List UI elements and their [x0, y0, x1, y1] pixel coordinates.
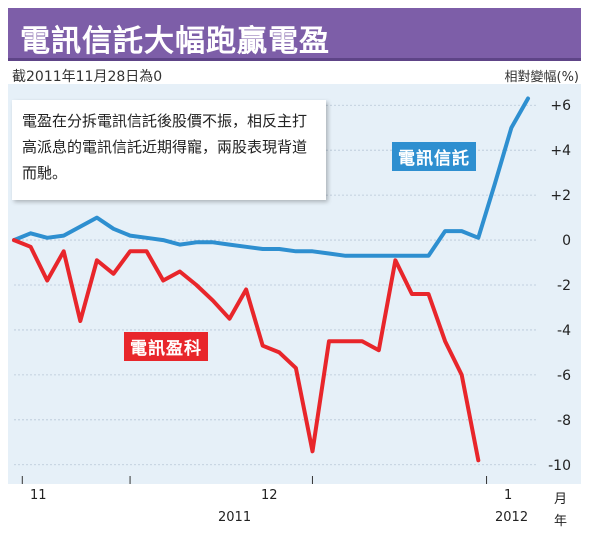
series-label-trust: 電訊信託: [392, 142, 476, 171]
y-tick-label: -4: [557, 323, 571, 339]
line-chart: +6 +4 +2 0 -2 -4 -6 -8 -10: [12, 96, 571, 484]
y-tick-label: +2: [550, 188, 571, 204]
chart-title: 電訊信託大幅跑贏電盈: [20, 24, 330, 59]
y-tick-label: -8: [557, 413, 571, 429]
x-month-label-dec: 12: [261, 488, 278, 503]
x-month-label-jan: 1: [504, 488, 513, 503]
y-tick-label: +4: [550, 143, 571, 159]
annotation-box: 電盈在分拆電訊信託後股價不振，相反主打高派息的電訊信託近期得寵，兩股表現背道而馳…: [12, 100, 326, 200]
y-tick-label: -10: [548, 458, 571, 474]
series-line-trust: [12, 96, 530, 258]
x-month-unit-label: 月: [554, 492, 568, 507]
series-line-pccw: [12, 238, 481, 463]
x-year-label-2012: 2012: [495, 510, 529, 525]
series-label-pccw: 電訊盈科: [124, 332, 208, 361]
x-axis-band: 11 12 1 月 2011 2012 年: [8, 484, 581, 532]
x-year-unit-label: 年: [554, 514, 568, 529]
chart-subtitle: 截2011年11月28日為0: [12, 69, 163, 85]
y-tick-label: +6: [550, 98, 571, 114]
x-year-label-2011: 2011: [218, 510, 252, 525]
title-bar: 電訊信託大幅跑贏電盈: [8, 8, 581, 61]
x-month-label-nov: 11: [30, 488, 47, 503]
annotation-text: 電盈在分拆電訊信託後股價不振，相反主打高派息的電訊信託近期得寵，兩股表現背道而馳…: [22, 112, 308, 182]
y-tick-label: -2: [557, 278, 571, 294]
y-tick-label: -6: [557, 368, 571, 384]
y-tick-label: 0: [562, 233, 571, 249]
y-axis-unit-label: 相對變幅(%): [504, 70, 580, 85]
